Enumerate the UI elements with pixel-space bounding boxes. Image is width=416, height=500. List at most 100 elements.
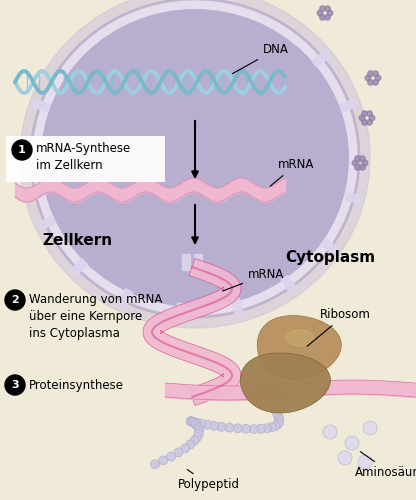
Bar [71,258,87,276]
Text: Polypeptid: Polypeptid [178,470,240,491]
Circle shape [373,71,378,76]
Circle shape [262,424,271,433]
Circle shape [362,120,367,125]
Bar [23,167,40,176]
Circle shape [5,375,25,395]
Circle shape [12,140,32,160]
Circle shape [195,426,204,436]
Circle shape [267,423,276,432]
Circle shape [209,421,218,430]
Circle shape [271,422,280,430]
Circle shape [187,417,196,426]
Circle shape [362,111,367,116]
Circle shape [274,412,283,420]
Circle shape [352,160,358,166]
Circle shape [338,451,352,465]
Circle shape [325,6,330,12]
Circle shape [345,436,359,450]
Circle shape [360,164,365,170]
Circle shape [323,425,337,439]
Circle shape [188,418,197,426]
Bar [32,99,50,112]
Circle shape [359,115,365,121]
Circle shape [203,420,211,429]
Circle shape [151,460,159,468]
Circle shape [275,418,284,426]
Bar [344,192,362,204]
Circle shape [362,160,368,166]
Circle shape [217,422,226,431]
Circle shape [355,156,360,162]
Text: Aminosäure: Aminosäure [355,452,416,479]
Circle shape [194,430,203,438]
Bar [182,254,190,270]
Circle shape [273,420,282,428]
Circle shape [317,10,323,16]
Circle shape [167,452,176,461]
Circle shape [373,80,378,85]
Circle shape [327,10,333,16]
Polygon shape [143,258,241,406]
Text: Wanderung von mRNA
über eine Kernpore
ins Cytoplasma: Wanderung von mRNA über eine Kernpore in… [29,293,162,340]
FancyBboxPatch shape [6,136,165,182]
Bar [176,304,186,320]
Bar [119,289,133,306]
Text: 2: 2 [11,295,19,305]
Circle shape [233,424,242,433]
Circle shape [197,419,206,428]
Text: mRNA: mRNA [270,158,314,186]
Circle shape [365,75,371,81]
Text: Cytoplasm: Cytoplasm [285,250,375,265]
Circle shape [174,448,183,457]
Circle shape [320,14,325,20]
Circle shape [187,417,196,426]
Text: Proteinsynthese: Proteinsynthese [29,378,124,392]
Circle shape [270,404,280,413]
Circle shape [363,421,377,435]
Circle shape [189,418,198,426]
Circle shape [193,422,202,430]
Bar [232,298,243,316]
Ellipse shape [286,330,314,346]
Circle shape [368,71,373,76]
Text: 1: 1 [18,145,26,155]
Circle shape [186,440,195,449]
Circle shape [194,424,203,432]
Polygon shape [240,353,330,413]
Circle shape [186,416,195,426]
Circle shape [256,424,265,434]
Circle shape [355,164,360,170]
Text: DNA: DNA [233,43,289,74]
Circle shape [325,14,330,20]
Bar [320,238,338,254]
Ellipse shape [31,0,359,317]
Circle shape [368,80,373,85]
Circle shape [181,444,190,453]
Bar [281,276,297,293]
Ellipse shape [41,9,349,307]
Circle shape [5,290,25,310]
Circle shape [193,432,202,442]
Circle shape [241,424,250,434]
Circle shape [191,420,200,428]
Circle shape [320,6,325,12]
Bar [37,216,55,230]
Circle shape [272,408,281,418]
Circle shape [358,455,372,469]
Bar [194,254,202,270]
Circle shape [189,418,198,428]
Text: Zellkern: Zellkern [42,233,112,248]
Circle shape [190,436,199,445]
Circle shape [249,424,258,434]
Bar [312,50,329,67]
Circle shape [275,414,284,424]
Circle shape [366,111,372,116]
Circle shape [369,115,375,121]
Text: mRNA: mRNA [223,268,285,291]
Text: Ribosom: Ribosom [307,308,371,346]
Circle shape [159,456,168,465]
Polygon shape [258,316,341,380]
Text: mRNA-Synthese
im Zellkern: mRNA-Synthese im Zellkern [36,142,131,172]
Circle shape [366,120,372,125]
Circle shape [192,418,201,427]
